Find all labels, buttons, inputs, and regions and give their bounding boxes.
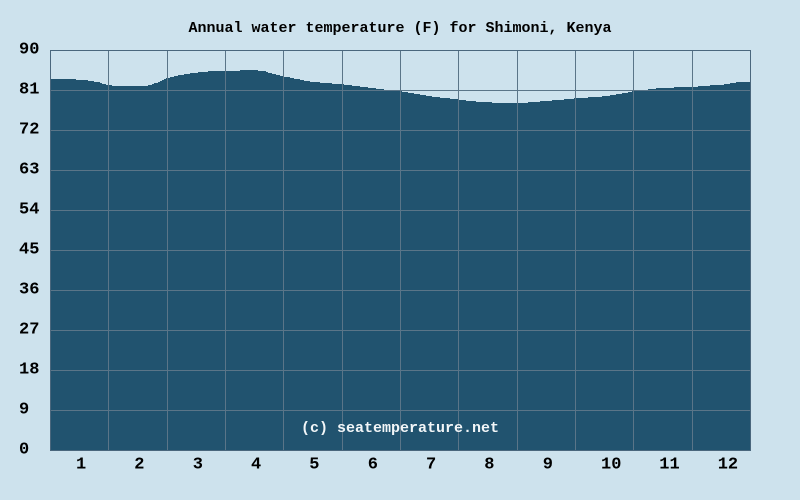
svg-text:81: 81 — [19, 81, 39, 100]
svg-text:8: 8 — [484, 455, 494, 474]
svg-text:1: 1 — [76, 455, 86, 474]
svg-text:4: 4 — [251, 455, 261, 474]
svg-text:54: 54 — [19, 201, 39, 220]
svg-text:2: 2 — [134, 455, 144, 474]
svg-text:10: 10 — [601, 455, 621, 474]
svg-text:63: 63 — [19, 161, 39, 180]
svg-text:11: 11 — [659, 455, 679, 474]
svg-text:27: 27 — [19, 321, 39, 340]
svg-text:5: 5 — [309, 455, 319, 474]
svg-text:Annual water temperature (F) f: Annual water temperature (F) for Shimoni… — [188, 20, 611, 37]
svg-text:(c) seatemperature.net: (c) seatemperature.net — [301, 420, 499, 437]
svg-text:12: 12 — [718, 455, 738, 474]
svg-text:9: 9 — [543, 455, 553, 474]
svg-text:36: 36 — [19, 281, 39, 300]
svg-text:18: 18 — [19, 361, 39, 380]
svg-text:0: 0 — [19, 441, 29, 460]
svg-text:90: 90 — [19, 41, 39, 60]
svg-text:7: 7 — [426, 455, 436, 474]
svg-text:3: 3 — [193, 455, 203, 474]
svg-text:6: 6 — [368, 455, 378, 474]
svg-text:72: 72 — [19, 121, 39, 140]
svg-text:45: 45 — [19, 241, 39, 260]
svg-text:9: 9 — [19, 401, 29, 420]
